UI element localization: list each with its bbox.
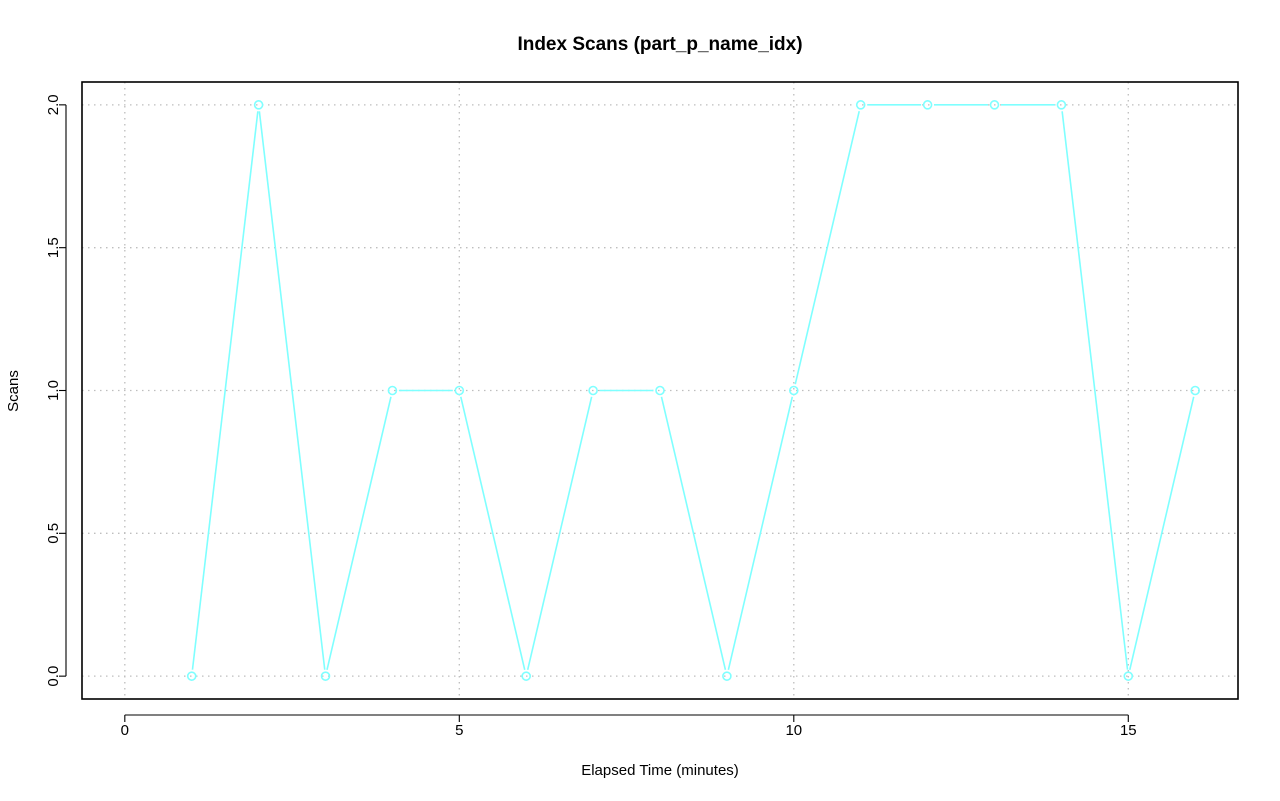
series-segment	[258, 111, 326, 670]
data-point	[922, 100, 933, 110]
series-0	[186, 100, 1200, 681]
series-segment	[191, 111, 259, 670]
data-point	[655, 385, 665, 396]
data-point	[253, 100, 264, 110]
y-tick-label-3: 1.5	[45, 237, 62, 258]
data-point	[1190, 385, 1200, 396]
series-segment	[326, 396, 392, 671]
y-tick-label-1: 0.5	[45, 523, 62, 544]
y-tick-label-2: 1.0	[45, 380, 62, 401]
chart-title: Index Scans (part_p_name_idx)	[517, 34, 802, 55]
series-segment	[1061, 111, 1129, 670]
x-tick-label-1: 5	[455, 722, 463, 739]
x-tick-label-0: 0	[121, 722, 129, 739]
y-axis: 0.0 0.5 1.0 1.5 2.0	[45, 94, 67, 687]
x-axis: 0 5 10 15	[121, 714, 1137, 739]
data-point	[855, 100, 866, 110]
series-segment	[794, 110, 860, 385]
x-tick-label-2: 10	[785, 722, 802, 739]
data-point	[788, 385, 799, 396]
data-point	[722, 671, 732, 681]
series-layer	[186, 100, 1200, 681]
data-point	[588, 385, 598, 396]
y-tick-label-4: 2.0	[45, 94, 62, 115]
series-segment	[727, 396, 794, 671]
data-point	[387, 385, 398, 396]
data-point	[1123, 671, 1134, 681]
y-axis-label: Scans	[5, 370, 22, 412]
data-point	[1056, 100, 1067, 110]
x-axis-label: Elapsed Time (minutes)	[581, 762, 739, 779]
data-point	[320, 671, 331, 681]
plot-frame	[81, 81, 1239, 700]
data-point	[989, 100, 1000, 110]
grid	[82, 82, 1238, 699]
y-tick-label-0: 0.0	[45, 666, 62, 687]
x-tick-label-3: 15	[1120, 722, 1137, 739]
series-segment	[660, 396, 727, 671]
series-segment	[1128, 396, 1195, 671]
data-point	[454, 385, 465, 396]
series-segment	[460, 396, 526, 671]
data-point	[521, 671, 532, 681]
data-point	[186, 671, 197, 681]
series-segment	[526, 396, 593, 671]
